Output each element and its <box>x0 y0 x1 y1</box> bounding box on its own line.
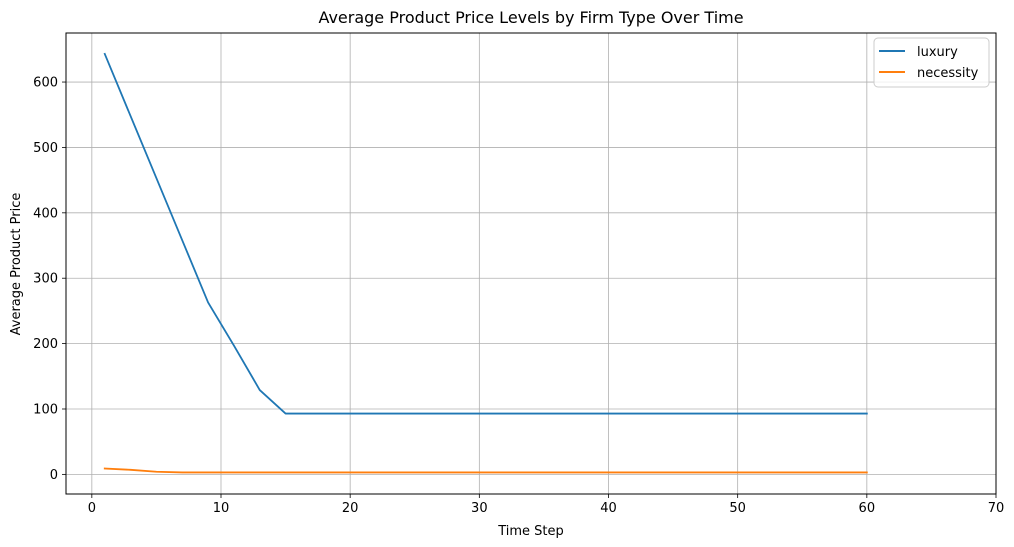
x-tick-label-0: 0 <box>88 501 96 516</box>
series-line-luxury <box>103 52 868 415</box>
legend-necessity-label: necessity <box>917 66 979 81</box>
series-line-necessity <box>103 467 868 474</box>
y-tick-label-500: 500 <box>33 141 58 156</box>
x-axis-label: Time Step <box>497 524 564 539</box>
series-layer <box>103 52 868 474</box>
y-axis-label: Average Product Price <box>9 193 24 336</box>
tick-layer: 0 10 20 30 40 50 60 70 0 100 200 300 400 500 600 <box>33 76 1004 516</box>
legend: luxury necessity <box>873 37 990 88</box>
plot-frame <box>65 32 997 495</box>
x-tick-label-30: 30 <box>471 501 488 516</box>
y-tick-label-200: 200 <box>33 337 58 352</box>
legend-luxury-label: luxury <box>917 45 958 60</box>
x-tick-label-70: 70 <box>988 501 1005 516</box>
y-tick-label-600: 600 <box>33 76 58 91</box>
y-tick-label-0: 0 <box>50 468 58 483</box>
x-tick-label-60: 60 <box>859 501 876 516</box>
x-tick-label-10: 10 <box>213 501 230 516</box>
x-tick-label-20: 20 <box>342 501 359 516</box>
y-tick-label-400: 400 <box>33 206 58 221</box>
x-tick-label-40: 40 <box>600 501 617 516</box>
x-tick-label-50: 50 <box>729 501 746 516</box>
y-tick-label-300: 300 <box>33 272 58 287</box>
y-tick-label-100: 100 <box>33 402 58 417</box>
chart-title: Average Product Price Levels by Firm Typ… <box>318 8 743 27</box>
